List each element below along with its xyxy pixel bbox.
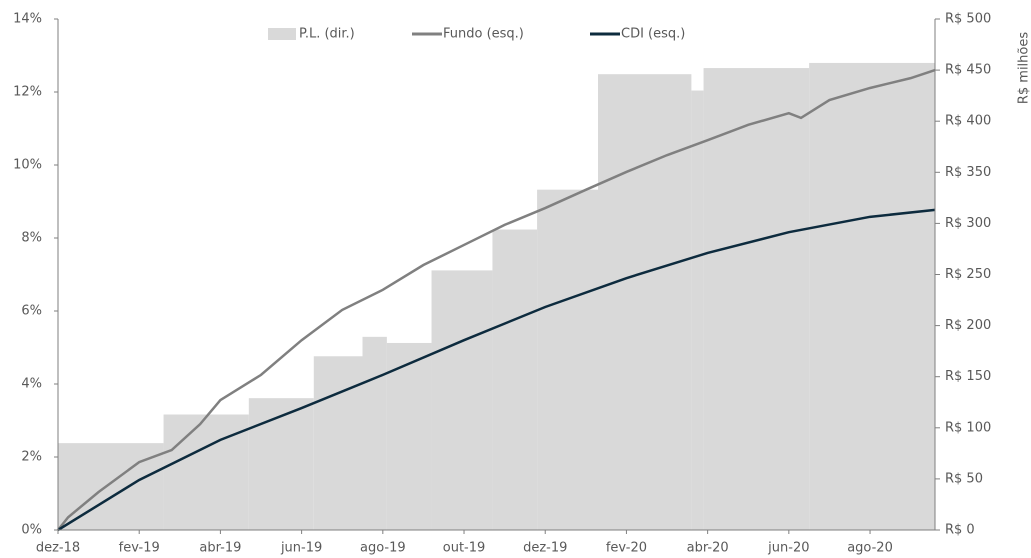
x-tick-label: fev-20 <box>606 541 647 556</box>
area-step <box>313 356 363 530</box>
area-step <box>537 189 599 530</box>
area-step <box>58 443 164 530</box>
x-tick-label: ago-20 <box>847 541 893 556</box>
y2-tick-label: R$ 200 <box>945 318 991 333</box>
legend-label: CDI (esq.) <box>621 27 685 42</box>
x-tick-label: ago-19 <box>360 541 406 556</box>
x-tick-label: dez-18 <box>36 541 80 556</box>
x-tick-label: abr-19 <box>199 541 241 556</box>
area-step <box>809 62 935 531</box>
x-tick-label: jun-20 <box>767 541 809 556</box>
area-step <box>431 270 493 530</box>
y2-tick-label: R$ 0 <box>945 523 975 538</box>
area-step <box>386 342 432 530</box>
legend-label: Fundo (esq.) <box>443 27 524 42</box>
y2-tick-label: R$ 450 <box>945 63 991 78</box>
area-step <box>598 74 692 531</box>
y-tick-label: 10% <box>13 158 42 173</box>
x-tick-label: fev-19 <box>119 541 160 556</box>
line <box>57 208 936 532</box>
y2-axis-title: R$ milhões <box>1017 32 1031 105</box>
y-tick-label: 8% <box>21 231 42 246</box>
area-step <box>703 68 810 530</box>
x-tick-label: jun-19 <box>280 541 322 556</box>
area-step <box>248 398 314 530</box>
legend-label: P.L. (dir.) <box>299 27 355 42</box>
area-step <box>691 90 704 530</box>
line <box>57 68 936 531</box>
y2-tick-label: R$ 50 <box>945 471 983 486</box>
area-step <box>163 414 249 530</box>
y2-tick-label: R$ 100 <box>945 420 991 435</box>
y-tick-label: 12% <box>13 85 42 100</box>
x-tick-label: abr-20 <box>687 541 729 556</box>
area-step <box>362 336 387 530</box>
y2-tick-label: R$ 250 <box>945 267 991 282</box>
y2-tick-label: R$ 500 <box>945 12 991 27</box>
y-tick-label: 14% <box>13 12 42 27</box>
y2-tick-label: R$ 400 <box>945 114 991 129</box>
x-tick-label: out-19 <box>443 541 486 556</box>
y2-tick-label: R$ 300 <box>945 216 991 231</box>
area-step <box>492 229 538 531</box>
y2-tick-label: R$ 350 <box>945 165 991 180</box>
y2-tick-label: R$ 150 <box>945 369 991 384</box>
y-tick-label: 4% <box>21 377 42 392</box>
legend-swatch <box>268 28 296 40</box>
plot-area <box>57 62 936 532</box>
y-tick-label: 0% <box>21 523 42 538</box>
y-tick-label: 2% <box>21 450 42 465</box>
y-tick-label: 6% <box>21 304 42 319</box>
x-tick-label: dez-19 <box>523 541 567 556</box>
